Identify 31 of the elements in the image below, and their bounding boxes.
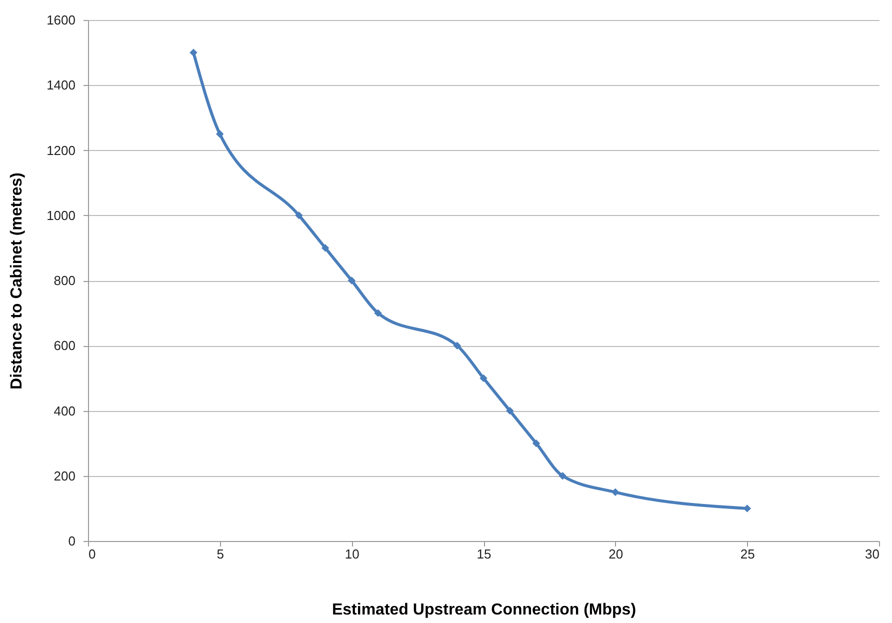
point xyxy=(506,406,514,415)
y-tick-label: 200 xyxy=(54,468,76,484)
point xyxy=(190,48,198,56)
x-tick-label: 25 xyxy=(740,546,755,562)
y-tick-label: 1600 xyxy=(46,12,76,28)
y-tick-label: 1000 xyxy=(46,208,76,223)
point xyxy=(480,374,488,382)
x-tick-label: 30 xyxy=(865,546,880,562)
y-tick-label: 800 xyxy=(54,273,76,288)
x-tick-label: 20 xyxy=(608,546,624,562)
x-tick-label: 15 xyxy=(476,546,492,562)
x-tick-label: 5 xyxy=(216,546,224,562)
point xyxy=(532,439,540,448)
x-axis-title: Estimated Upstream Connection (Mbps) xyxy=(332,602,636,618)
point xyxy=(453,342,462,350)
y-tick-label: 600 xyxy=(54,338,76,354)
point xyxy=(743,504,752,512)
y-axis-title: Distance to Cabinet (metres) xyxy=(8,172,26,390)
point xyxy=(295,212,303,220)
point xyxy=(348,276,356,284)
x-tick-label: 0 xyxy=(88,546,96,562)
point xyxy=(321,244,330,252)
y-tick-label: 0 xyxy=(68,534,76,548)
point xyxy=(611,488,620,496)
point xyxy=(374,309,382,317)
x-tick-label: 10 xyxy=(344,546,360,562)
y-tick-label: 1400 xyxy=(46,78,76,93)
y-tick-label: 1200 xyxy=(46,142,76,158)
point xyxy=(216,130,224,138)
point xyxy=(558,472,566,480)
y-tick-label: 400 xyxy=(54,403,76,418)
